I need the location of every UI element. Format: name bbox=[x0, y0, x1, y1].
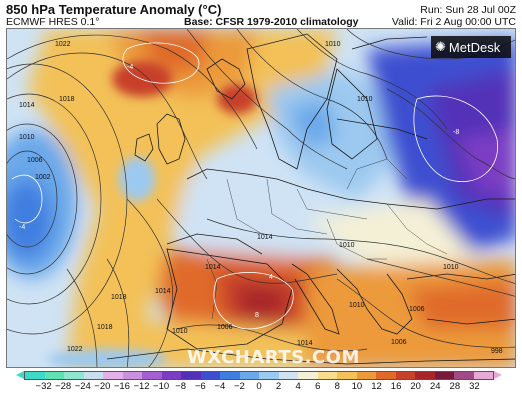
colorbar-swatch bbox=[239, 372, 259, 379]
colorbar-ticks: −32 −28 −24 −20 −16 −12 −10 −8 −6 −4 −2 0 2 4 6 8 10 12 16… bbox=[24, 381, 494, 395]
colorbar-tick-label: −6 bbox=[194, 381, 206, 392]
colorbar-swatch bbox=[337, 372, 357, 379]
isobar-label: 1010 bbox=[443, 264, 459, 271]
isobar-label: 1022 bbox=[55, 41, 71, 48]
isobar-label: 1014 bbox=[257, 234, 273, 241]
colorbar-swatch bbox=[161, 372, 181, 379]
colorbar-swatch bbox=[64, 372, 84, 379]
isobar-label: 1018 bbox=[111, 294, 127, 301]
isobar-label: 1006 bbox=[27, 157, 43, 164]
colorbar-max-arrow bbox=[494, 371, 502, 379]
isobar-label: 1018 bbox=[59, 96, 75, 103]
contour-label: -8 bbox=[453, 129, 459, 136]
colorbar-swatch bbox=[122, 372, 142, 379]
isobar-label: 1014 bbox=[155, 288, 171, 295]
isobar-label: 1010 bbox=[19, 134, 35, 141]
colorbar-tick-label: 10 bbox=[351, 381, 363, 392]
isobar-label: 1014 bbox=[205, 264, 221, 271]
isobar-label: 1010 bbox=[357, 96, 373, 103]
colorbar-tick-label: 32 bbox=[469, 381, 480, 392]
colorbar-tick-label: −4 bbox=[214, 381, 226, 392]
colorbar-tick-label: 4 bbox=[295, 381, 301, 392]
colorbar-tick-label: −20 bbox=[94, 381, 111, 392]
colorbar-swatch bbox=[395, 372, 415, 379]
isobar-label: 1006 bbox=[391, 339, 407, 346]
colorbar-min-arrow bbox=[16, 371, 24, 379]
colorbar-swatch bbox=[473, 372, 493, 379]
colorbar-tick-label: −32 bbox=[35, 381, 52, 392]
isobars bbox=[7, 29, 515, 367]
colorbar-swatch bbox=[44, 372, 64, 379]
colorbar-tick-label: 24 bbox=[429, 381, 441, 392]
colorbar-swatch bbox=[454, 372, 474, 379]
colorbar-swatch bbox=[181, 372, 201, 379]
colorbar-swatch bbox=[434, 372, 454, 379]
anomaly-field bbox=[7, 29, 515, 367]
colorbar-swatch bbox=[356, 372, 376, 379]
isobar-label: 998 bbox=[491, 348, 503, 355]
map-title: 850 hPa Temperature Anomaly (°C) bbox=[6, 2, 222, 17]
metdesk-logo: ✺ MetDesk bbox=[431, 36, 511, 58]
colorbar-tick-label: 6 bbox=[315, 381, 321, 392]
isobar-label: 1010 bbox=[339, 242, 355, 249]
isobar-labels: 1022 1018 1014 1010 1006 1002 1010 1014 … bbox=[19, 41, 503, 355]
colorbar-swatch bbox=[103, 372, 123, 379]
colorbar-tick-label: 2 bbox=[275, 381, 282, 392]
colorbar-tick-label: −2 bbox=[233, 381, 245, 392]
colorbar-swatch bbox=[298, 372, 318, 379]
colorbar-tick-label: 16 bbox=[390, 381, 402, 392]
model-label: ECMWF HRES 0.1° bbox=[6, 16, 100, 28]
isobar-label: 1010 bbox=[325, 41, 341, 48]
colorbar-swatch bbox=[415, 372, 435, 379]
colorbar-swatch bbox=[200, 372, 220, 379]
climatology-label: Base: CFSR 1979-2010 climatology bbox=[184, 16, 359, 28]
valid-time: Valid: Fri 2 Aug 00:00 UTC bbox=[391, 16, 516, 28]
isobar-label: 1018 bbox=[97, 324, 113, 331]
colorbar-tick-label: −28 bbox=[55, 381, 72, 392]
metdesk-logo-icon: ✺ bbox=[435, 39, 446, 54]
anomaly-map: 1022 1018 1014 1010 1006 1002 1010 1014 … bbox=[6, 28, 516, 368]
isobar-label: 1002 bbox=[35, 174, 51, 181]
colorbar-tick-label: −24 bbox=[74, 381, 91, 392]
colorbar-tick-label: −12 bbox=[133, 381, 150, 392]
coastlines bbox=[106, 33, 515, 365]
colorbar bbox=[24, 371, 494, 380]
run-time: Run: Sun 28 Jul 00Z bbox=[420, 4, 516, 16]
colorbar-tick-label: 20 bbox=[410, 381, 421, 392]
colorbar-tick-label: −16 bbox=[113, 381, 130, 392]
colorbar-tick-label: 8 bbox=[334, 381, 340, 392]
colorbar-swatch bbox=[259, 372, 279, 379]
wxcharts-watermark: WXCHARTS.COM bbox=[187, 347, 360, 368]
colorbar-swatch bbox=[220, 372, 240, 379]
isobar-label: 1022 bbox=[67, 346, 83, 353]
colorbar-swatch bbox=[376, 372, 396, 379]
colorbar-tick-label: −8 bbox=[175, 381, 187, 392]
contour-label: 8 bbox=[255, 312, 259, 319]
isobar-label: 1010 bbox=[172, 328, 188, 335]
borders bbox=[206, 158, 448, 320]
colorbar-swatch bbox=[142, 372, 162, 379]
colorbar-swatch bbox=[25, 372, 45, 379]
contour-label: -4 bbox=[127, 64, 133, 71]
isobar-label: 1014 bbox=[297, 340, 313, 347]
colorbar-tick-label: 12 bbox=[371, 381, 382, 392]
colorbar-tick-label: 0 bbox=[256, 381, 262, 392]
contour-labels: -4 -8 -4 8 4 bbox=[19, 64, 459, 319]
colorbar-swatch bbox=[83, 372, 103, 379]
metdesk-logo-text: MetDesk bbox=[448, 39, 501, 55]
map-graphic: 1022 1018 1014 1010 1006 1002 1010 1014 … bbox=[7, 29, 515, 367]
isobar-label: 1010 bbox=[349, 302, 365, 309]
isobar-label: 1006 bbox=[409, 306, 425, 313]
isobar-label: 1014 bbox=[19, 102, 35, 109]
temperature-contours bbox=[11, 42, 499, 330]
colorbar-swatch bbox=[278, 372, 298, 379]
colorbar-swatch bbox=[317, 372, 337, 379]
isobar-label: 1006 bbox=[217, 324, 233, 331]
contour-label: -4 bbox=[19, 224, 25, 231]
colorbar-tick-label: 28 bbox=[449, 381, 461, 392]
contour-label: 4 bbox=[269, 274, 273, 281]
colorbar-tick-label: −10 bbox=[153, 381, 170, 392]
